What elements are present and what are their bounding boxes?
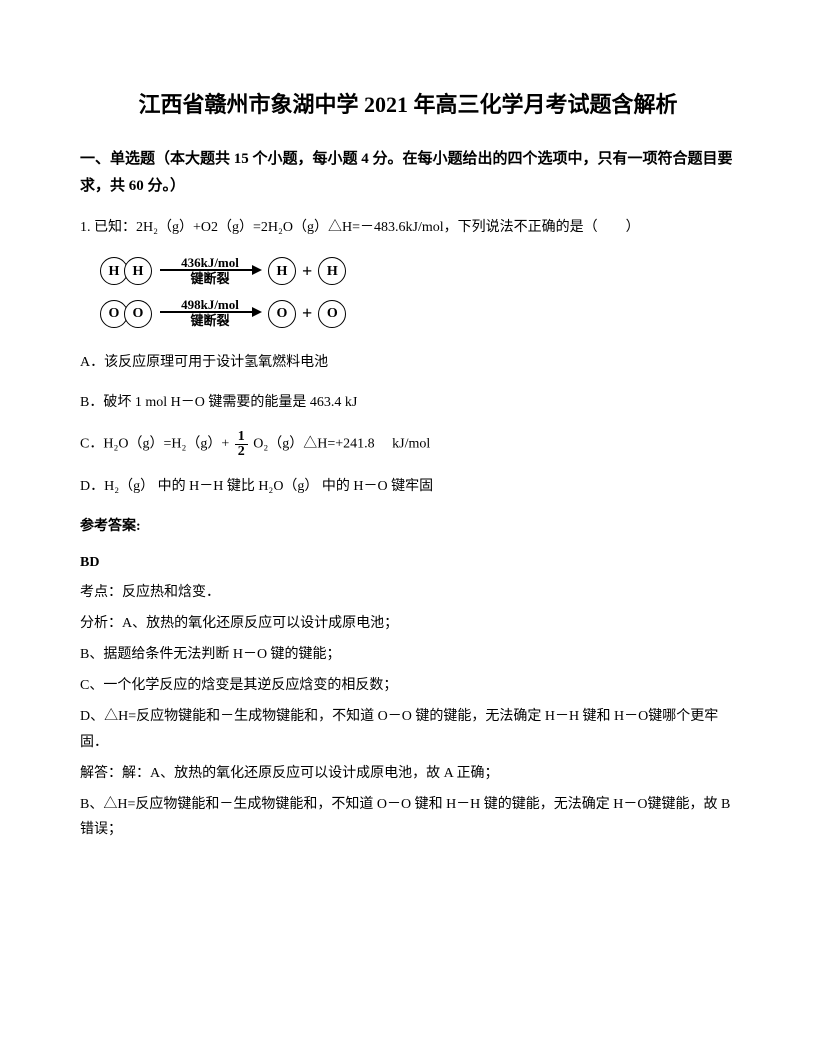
- diagram-row-oxygen: O O 498kJ/mol 键断裂 O + O: [100, 297, 736, 329]
- page-title: 江西省赣州市象湖中学 2021 年高三化学月考试题含解析: [80, 90, 736, 121]
- option-d: D．H₂（g） 中的 H－H 键比 H₂O（g） 中的 H－O 键牢固: [80, 474, 736, 499]
- option-c: C．H₂O（g）=H₂（g）+ 1 2 O₂（g）△H=+241.8 kJ/mo…: [80, 430, 736, 459]
- fraction-half: 1 2: [235, 430, 248, 459]
- diagram-row-hydrogen: H H 436kJ/mol 键断裂 H + H: [100, 255, 736, 287]
- plus-icon: +: [302, 255, 312, 287]
- answer-value: BD: [80, 550, 736, 575]
- bond-break-label: 键断裂: [190, 271, 229, 287]
- option-c-prefix: C．H₂O（g）=H₂（g）+: [80, 437, 233, 452]
- solution-b: B、△H=反应物键能和－生成物键能和，不知道 O－O 键和 H－H 键的键能，无…: [80, 792, 736, 842]
- option-c-suffix: O₂（g）△H=+241.8 kJ/mol: [253, 437, 430, 452]
- numerator: 1: [235, 430, 248, 445]
- atom-h: H: [124, 257, 152, 285]
- energy-label: 498kJ/mol: [181, 298, 239, 311]
- molecule-o2: O O: [100, 300, 152, 328]
- atom-o: O: [124, 300, 152, 328]
- plus-icon: +: [302, 297, 312, 329]
- option-a: A．该反应原理可用于设计氢氧燃料电池: [80, 350, 736, 375]
- arrow-icon: [160, 311, 260, 313]
- question-body: 已知：2H₂（g）+O2（g）=2H₂O（g）△H=－483.6kJ/mol，下…: [94, 220, 640, 235]
- arrow-icon: [160, 269, 260, 271]
- energy-label: 436kJ/mol: [181, 256, 239, 269]
- analysis-c: C、一个化学反应的焓变是其逆反应焓变的相反数；: [80, 673, 736, 698]
- atom-h: H: [268, 257, 296, 285]
- chemistry-diagram: H H 436kJ/mol 键断裂 H + H O O 498kJ/mol 键断…: [100, 255, 736, 330]
- section-header: 一、单选题（本大题共 15 个小题，每小题 4 分。在每小题给出的四个选项中，只…: [80, 146, 736, 200]
- reaction-arrow: 436kJ/mol 键断裂: [160, 256, 260, 287]
- atom-o: O: [268, 300, 296, 328]
- analysis-b: B、据题给条件无法判断 H－O 键的键能；: [80, 642, 736, 667]
- solution-a: 解答：解：A、放热的氧化还原反应可以设计成原电池，故 A 正确；: [80, 761, 736, 786]
- question-text: 1. 已知：2H₂（g）+O2（g）=2H₂O（g）△H=－483.6kJ/mo…: [80, 215, 736, 240]
- analysis-a: 分析：A、放热的氧化还原反应可以设计成原电池；: [80, 611, 736, 636]
- reaction-arrow: 498kJ/mol 键断裂: [160, 298, 260, 329]
- molecule-h2: H H: [100, 257, 152, 285]
- analysis-topic: 考点：反应热和焓变．: [80, 580, 736, 605]
- question-number: 1.: [80, 220, 91, 235]
- option-b: B．破坏 1 mol H－O 键需要的能量是 463.4 kJ: [80, 390, 736, 415]
- analysis-d: D、△H=反应物键能和－生成物键能和，不知道 O－O 键的键能，无法确定 H－H…: [80, 704, 736, 754]
- answer-label: 参考答案:: [80, 514, 736, 539]
- denominator: 2: [235, 445, 248, 459]
- atom-o: O: [318, 300, 346, 328]
- bond-break-label: 键断裂: [190, 313, 229, 329]
- atom-h: H: [318, 257, 346, 285]
